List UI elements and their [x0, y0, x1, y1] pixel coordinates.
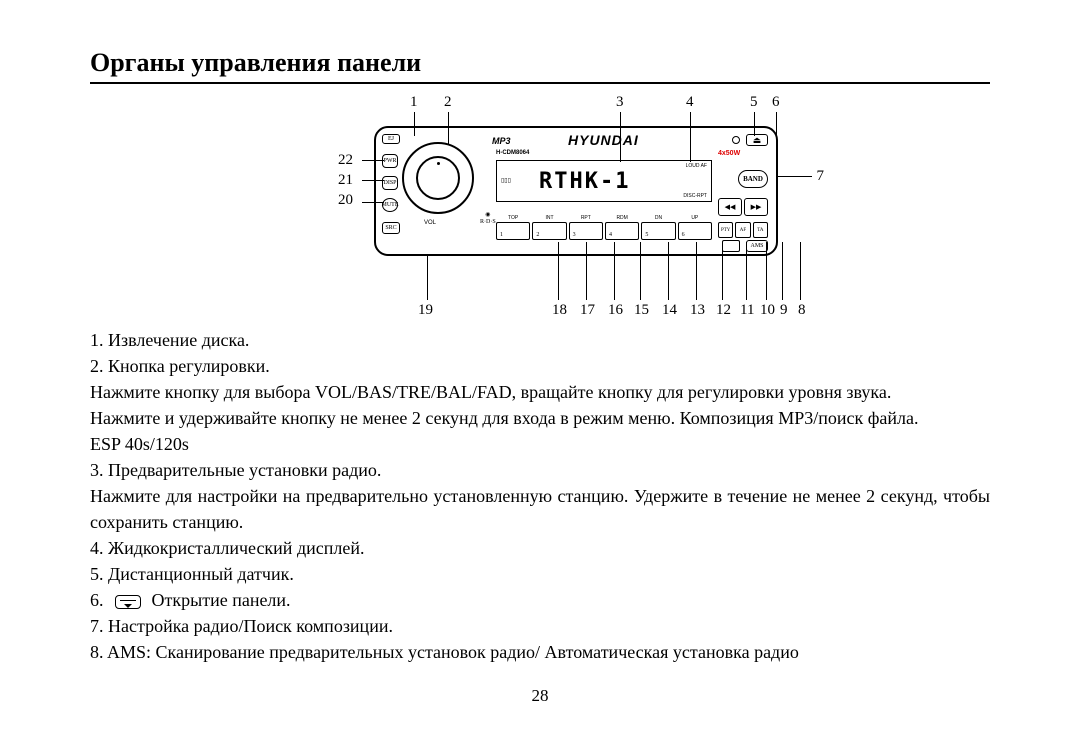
callout-6: 6	[772, 94, 780, 111]
top-callouts: 1 2 3 4 5 6	[260, 94, 820, 114]
item-4: 4. Жидкокристаллический дисплей.	[90, 535, 990, 561]
left-callouts: 22 21 20	[338, 150, 353, 210]
preset-4: RDM4	[605, 222, 639, 240]
lcd-display: RTHK-1 LOUD AF DISC-RPT ▯▯▯	[496, 160, 712, 202]
item-3a: Нажмите для настройки на предварительно …	[90, 483, 990, 535]
item-1: 1. Извлечение диска.	[90, 327, 990, 353]
callout-17: 17	[580, 302, 595, 319]
disc-rpt-label: DISC-RPT	[683, 193, 707, 199]
callout-20: 20	[338, 190, 353, 210]
ams-button: AMS	[746, 240, 768, 252]
seek-back-icon: ◀◀	[718, 198, 742, 216]
disp-button: DISP	[382, 176, 398, 190]
af-button: AF	[735, 222, 750, 238]
callout-8: 8	[798, 302, 806, 319]
callout-12: 12	[716, 302, 731, 319]
mp3-label: MP3	[492, 136, 511, 146]
callout-14: 14	[662, 302, 677, 319]
callout-9: 9	[780, 302, 788, 319]
open-panel-icon	[115, 595, 141, 609]
volume-knob	[402, 142, 474, 214]
callout-2: 2	[444, 94, 452, 111]
callout-15: 15	[634, 302, 649, 319]
callout-3: 3	[616, 94, 624, 111]
callout-1: 1	[410, 94, 418, 111]
preset-5: DN5	[641, 222, 675, 240]
loud-af-label: LOUD AF	[686, 163, 707, 169]
display-text: RTHK-1	[539, 169, 630, 194]
panel-diagram: 1 2 3 4 5 6 22 21 20 7 19 18 17 16	[260, 94, 820, 319]
brand-label: HYUNDAI	[568, 132, 639, 148]
callout-13: 13	[690, 302, 705, 319]
callout-7: 7	[817, 168, 825, 185]
ta-button: TA	[753, 222, 768, 238]
item-5: 5. Дистанционный датчик.	[90, 561, 990, 587]
page-title: Органы управления панели	[90, 48, 990, 84]
callout-22: 22	[338, 150, 353, 170]
watt-label: 4x50W	[718, 150, 740, 157]
callout-16: 16	[608, 302, 623, 319]
vol-label: VOL	[424, 220, 436, 226]
preset-1: TOP1	[496, 222, 530, 240]
callout-10: 10	[760, 302, 775, 319]
seek-fwd-icon: ▶▶	[744, 198, 768, 216]
rds-label: ◉R·D·S	[480, 212, 496, 226]
callout-18: 18	[552, 302, 567, 319]
pty-af-ta: PTY AF TA	[718, 222, 768, 238]
callout-4: 4	[686, 94, 694, 111]
ej-button: EJ	[382, 134, 400, 144]
open-panel-button: ⏏	[746, 134, 768, 146]
model-label: H-CDM8064	[496, 150, 529, 156]
mute-button: MUTE	[382, 198, 398, 212]
remote-sensor-icon	[732, 136, 740, 144]
callout-11: 11	[740, 302, 754, 319]
preset-6: UP6	[678, 222, 712, 240]
item-8: 8. AMS: Сканирование предварительных уст…	[90, 639, 990, 665]
src-button: SRC	[382, 222, 400, 234]
item-7: 7. Настройка радио/Поиск композиции.	[90, 613, 990, 639]
callout-21: 21	[338, 170, 353, 190]
preset-3: RPT3	[569, 222, 603, 240]
blank-button	[722, 240, 740, 252]
description-list: 1. Извлечение диска. 2. Кнопка регулиров…	[90, 327, 990, 665]
callout-19: 19	[418, 302, 433, 319]
item-2b: Нажмите и удерживайте кнопку не менее 2 …	[90, 405, 990, 431]
band-button: BAND	[738, 170, 768, 188]
seek-buttons: ◀◀ ▶▶	[718, 198, 768, 216]
stereo-unel: HYUNDAI H-CDM8064 MP3 4x50W EJ PWR DISP …	[374, 126, 778, 256]
item-2: 2. Кнопка регулировки.	[90, 353, 990, 379]
bottom-callouts: 19 18 17 16 15 14 13 12 11 10 9 8	[260, 299, 820, 319]
item-6: 6. Открытие панели.	[90, 587, 990, 613]
preset-row: TOP1 INT2 RPT3 RDM4 DN5 UP6	[496, 222, 712, 240]
preset-2: INT2	[532, 222, 566, 240]
page-number: 28	[532, 686, 549, 706]
pwr-button: PWR	[382, 154, 398, 168]
callout-5: 5	[750, 94, 758, 111]
item-2c: ESP 40s/120s	[90, 431, 990, 457]
pty-button: PTY	[718, 222, 733, 238]
item-2a: Нажмите кнопку для выбора VOL/BAS/TRE/BA…	[90, 379, 990, 405]
item-3: 3. Предварительные установки радио.	[90, 457, 990, 483]
